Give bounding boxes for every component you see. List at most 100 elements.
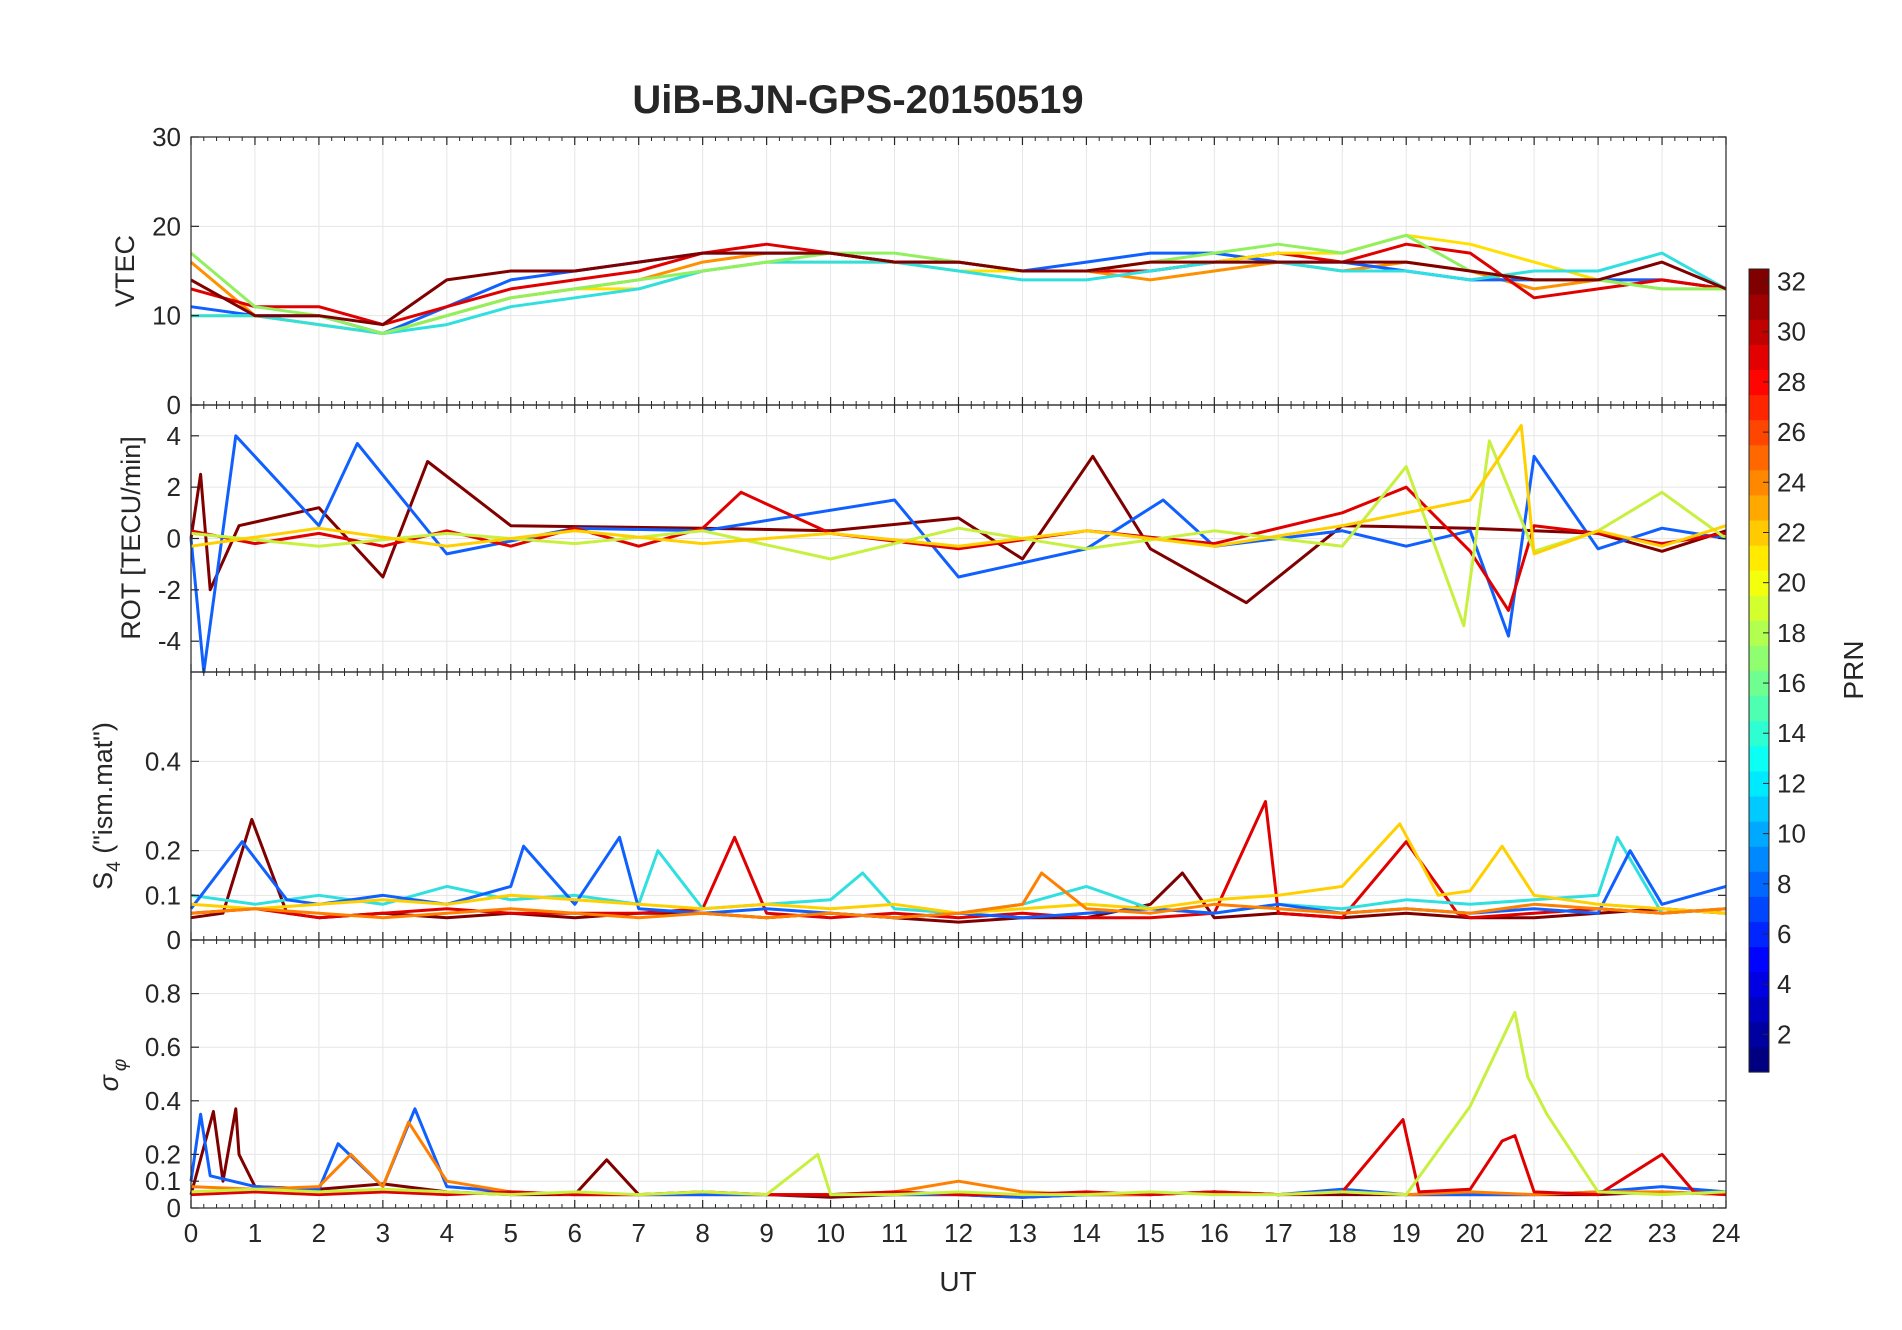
colorbar-frame: [1748, 268, 1770, 1073]
x-tick-label: 4: [440, 1218, 454, 1248]
panel-rot: -4 -2 0 2 4 ROT [TECU/min]: [116, 404, 1727, 674]
colorbar-step: [1749, 695, 1769, 722]
colorbar-tick-label: 22: [1777, 517, 1806, 547]
colorbar-tick-label: 18: [1777, 618, 1806, 648]
colorbar-step: [1749, 294, 1769, 320]
chart-title: UiB-BJN-GPS-20150519: [632, 78, 1083, 122]
colorbar-step: [1749, 896, 1769, 923]
y-tick-label: 30: [152, 122, 181, 152]
x-tick-label: 3: [376, 1218, 390, 1248]
y-tick-label: 10: [152, 301, 181, 331]
colorbar-tick-label: 30: [1777, 317, 1806, 347]
colorbar-step: [1749, 720, 1769, 747]
colorbar-step: [1749, 545, 1769, 571]
rot-ylabel: ROT [TECU/min]: [116, 436, 146, 640]
x-tick-label: 18: [1328, 1218, 1357, 1248]
series-line: [189, 454, 1727, 605]
colorbar-step: [1749, 620, 1769, 647]
colorbar-step: [1749, 369, 1769, 396]
x-tick-label: 0: [184, 1218, 198, 1248]
y-tick-label: 0: [167, 390, 181, 420]
colorbar-step: [1749, 1046, 1769, 1073]
colorbar-step: [1749, 645, 1769, 672]
x-tick-label: 6: [568, 1218, 582, 1248]
colorbar-step: [1749, 871, 1769, 897]
colorbar-step: [1749, 444, 1769, 471]
x-tick-label: 15: [1136, 1218, 1165, 1248]
x-tick-label: 21: [1520, 1218, 1549, 1248]
x-tick-label: 22: [1584, 1218, 1613, 1248]
colorbar-step: [1749, 770, 1769, 797]
x-tick-label: 19: [1392, 1218, 1421, 1248]
colorbar-tick-label: 32: [1777, 267, 1806, 297]
x-tick-label: 16: [1200, 1218, 1229, 1248]
sigma-series: [189, 1010, 1727, 1199]
y-tick-label: 2: [167, 472, 181, 502]
colorbar-step: [1749, 519, 1769, 546]
colorbar-tick-label: 8: [1777, 869, 1791, 899]
series-line: [190, 822, 1727, 915]
sigma-grid: [190, 940, 1727, 1209]
colorbar-tick-label: 24: [1777, 467, 1806, 497]
colorbar-tick-label: 4: [1777, 969, 1791, 999]
colorbar-step: [1749, 344, 1769, 370]
colorbar-step: [1749, 946, 1769, 973]
x-tick-label: 23: [1648, 1218, 1677, 1248]
colorbar-tick-label: 6: [1777, 919, 1791, 949]
colorbar-step: [1749, 1021, 1769, 1048]
s4-ylabel: S4 ("ism.mat"): [88, 722, 125, 890]
y-tick-label: 0.8: [145, 979, 181, 1009]
colorbar-step: [1749, 670, 1769, 697]
colorbar-step: [1749, 269, 1769, 295]
y-tick-label: 0.6: [145, 1032, 181, 1062]
y-tick-label: -4: [158, 626, 181, 656]
y-tick-label: 0: [167, 524, 181, 554]
x-tick-label: 20: [1456, 1218, 1485, 1248]
x-axis-label: UT: [939, 1266, 976, 1297]
colorbar-step: [1749, 319, 1769, 345]
vtec-ylabel: VTEC: [110, 235, 140, 307]
colorbar-step: [1749, 996, 1769, 1023]
x-tick-label: 9: [759, 1218, 773, 1248]
colorbar-step: [1749, 570, 1769, 596]
colorbar-tick-label: 16: [1777, 668, 1806, 698]
colorbar-step: [1749, 921, 1769, 948]
x-tick-label: 2: [312, 1218, 326, 1248]
s4-series: [189, 800, 1727, 924]
x-tick-label: 5: [504, 1218, 518, 1248]
colorbar-tick-label: 10: [1777, 819, 1806, 849]
y-tick-label: 0.2: [145, 1139, 181, 1169]
colorbar-tick-label: 28: [1777, 367, 1806, 397]
series-line: [190, 439, 1727, 628]
panel-s4: 0 0.1 0.2 0.4 S4 ("ism.mat"): [88, 671, 1727, 955]
colorbar-label: PRN: [1838, 640, 1869, 699]
colorbar-step: [1749, 745, 1769, 772]
colorbar-tick-label: 12: [1777, 768, 1806, 798]
sigma-ylabel: σφ: [94, 1059, 131, 1092]
series-line: [190, 835, 1727, 915]
x-tick-label: 7: [631, 1218, 645, 1248]
rot-ticks: -4 -2 0 2 4: [158, 405, 1727, 672]
x-tick-label: 11: [881, 1218, 908, 1248]
y-tick-label: 0.2: [145, 836, 181, 866]
x-tick-label: 13: [1008, 1218, 1037, 1248]
y-tick-label: 0.1: [145, 880, 181, 910]
y-tick-label: 0.4: [145, 1086, 181, 1116]
x-tick-label: 14: [1072, 1218, 1101, 1248]
colorbar-tick-label: 20: [1777, 568, 1806, 598]
colorbar-step: [1749, 469, 1769, 496]
x-tick-label: 12: [944, 1218, 973, 1248]
x-tick-label: 8: [695, 1218, 709, 1248]
vtec-series: [190, 233, 1727, 335]
x-tick-label: 24: [1712, 1218, 1741, 1248]
colorbar-step: [1749, 419, 1769, 446]
colorbar-tick-label: 14: [1777, 718, 1806, 748]
series-line: [190, 251, 1727, 327]
y-tick-label: -2: [158, 575, 181, 605]
colorbar-tick-label: 26: [1777, 417, 1806, 447]
x-tick-label: 17: [1264, 1218, 1293, 1248]
series-line: [191, 251, 1727, 335]
sigma-ticks: 00.10.20.40.60.80 1 2 3 4 5 6 7 8 9 10 11 12 13 14 15 16…: [145, 940, 1741, 1248]
